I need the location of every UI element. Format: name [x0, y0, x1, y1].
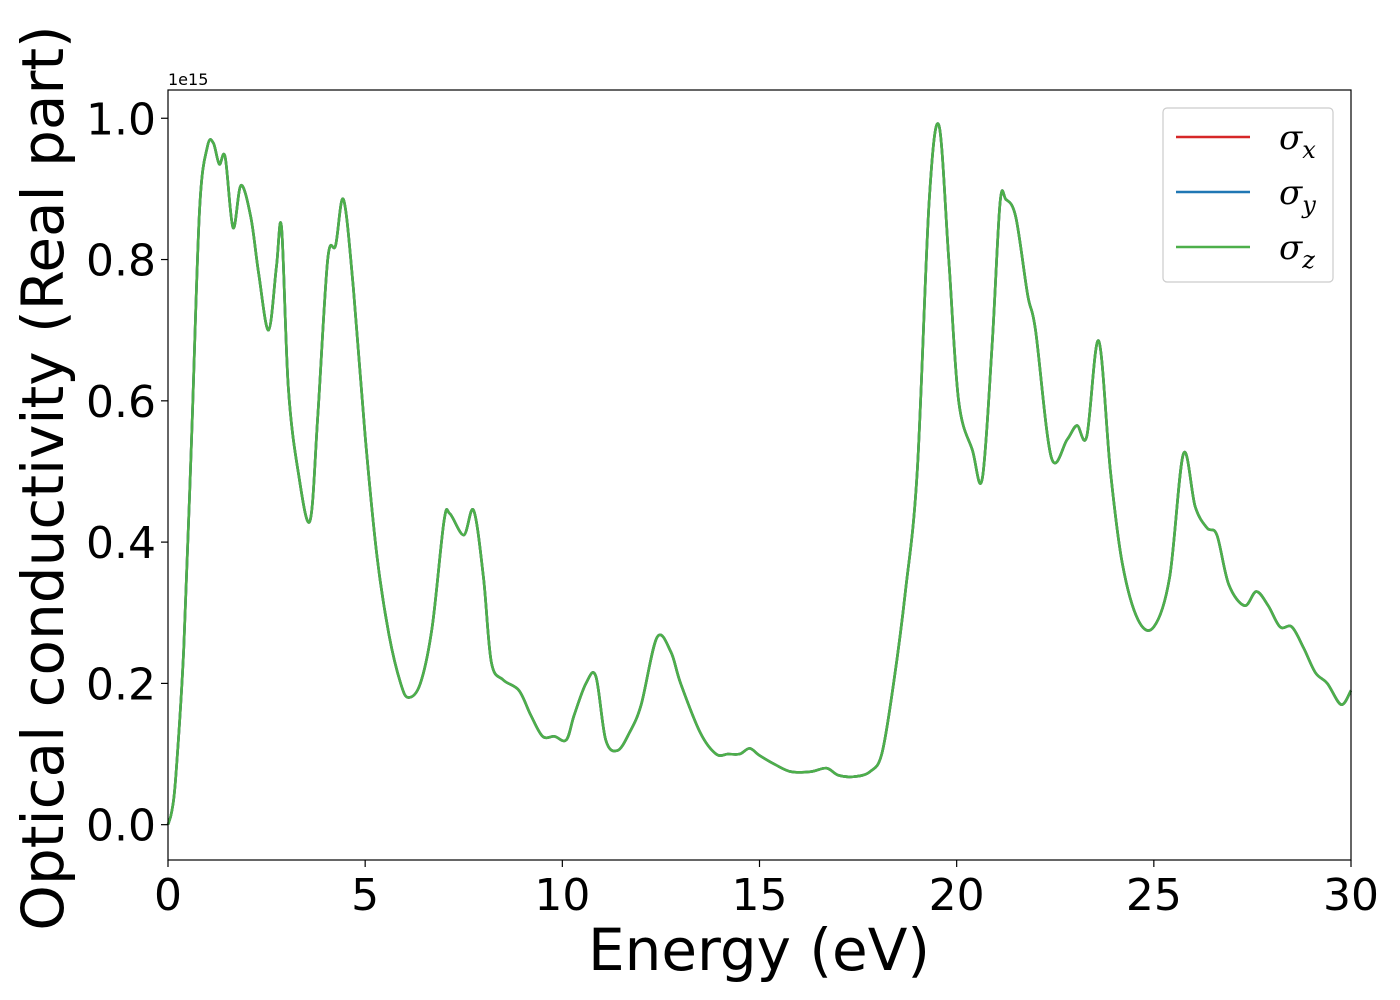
y-tick-label: 0.2: [86, 659, 156, 710]
series-layer: [166, 122, 1353, 826]
y-tick-label: 0.6: [86, 377, 156, 428]
legend-label-y: σy: [1279, 173, 1316, 219]
x-tick-label: 0: [154, 870, 182, 921]
series-line-3: [166, 122, 1353, 826]
x-axis-title: Energy (eV): [588, 916, 930, 984]
x-tick-label: 15: [732, 870, 788, 921]
x-tick-label: 25: [1126, 870, 1182, 921]
y-offset-label: 1e15: [168, 70, 208, 89]
x-tick-label: 30: [1323, 870, 1379, 921]
x-tick-label: 20: [929, 870, 985, 921]
legend: σx σy σz: [1162, 107, 1334, 283]
x-tick-label: 10: [534, 870, 590, 921]
y-axis-ticks: 0.0 0.2 0.4 0.6 0.8 1.0: [86, 94, 168, 852]
x-axis-ticks: 0 5 10 15 20 25 30: [154, 860, 1379, 921]
y-tick-label: 0.8: [86, 236, 156, 287]
y-tick-label: 0.4: [86, 518, 156, 569]
x-tick-label: 5: [351, 870, 379, 921]
y-tick-label: 0.0: [86, 801, 156, 852]
legend-box: [1162, 107, 1334, 283]
legend-label-z: σz: [1279, 228, 1315, 274]
y-tick-label: 1.0: [86, 94, 156, 145]
y-axis-title: Optical conductivity (Real part): [9, 25, 77, 930]
legend-label-x: σx: [1279, 118, 1316, 164]
